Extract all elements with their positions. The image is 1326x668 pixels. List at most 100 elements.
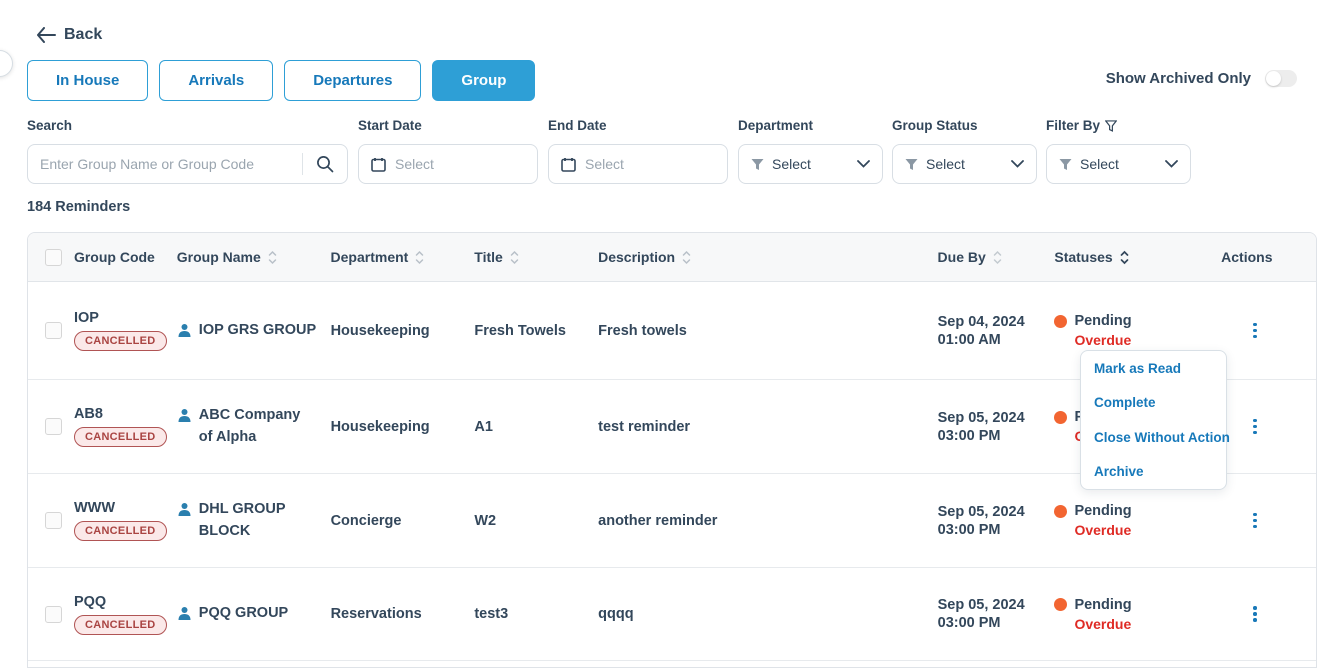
department-value: Select (772, 156, 811, 172)
menu-item-mark-as-read[interactable]: Mark as Read (1081, 351, 1226, 386)
group-name: PQQ GROUP (199, 603, 288, 624)
col-due-by[interactable]: Due By (938, 249, 986, 265)
reminders-count: 184 Reminders (27, 199, 130, 215)
chevron-down-icon (1165, 160, 1178, 168)
col-description[interactable]: Description (598, 249, 675, 265)
department-cell: Housekeeping (331, 419, 475, 435)
start-date-value: Select (395, 156, 434, 172)
status-text: Pending (1074, 313, 1131, 329)
tab-departures[interactable]: Departures (284, 60, 421, 101)
search-field (27, 144, 348, 184)
col-title[interactable]: Title (474, 249, 503, 265)
table-row: PQQ CANCELLED PQQ GROUP Reservations tes… (28, 568, 1316, 661)
department-label: Department (738, 118, 892, 133)
description-cell: qqqq (598, 606, 937, 622)
sort-icon[interactable] (682, 250, 691, 265)
col-actions: Actions (1221, 249, 1272, 265)
filter-by-group: Filter By Select (1046, 118, 1191, 184)
show-archived-toggle[interactable] (1265, 70, 1297, 87)
row-checkbox[interactable] (45, 322, 62, 339)
filter-by-value: Select (1080, 156, 1119, 172)
back-label: Back (64, 26, 102, 44)
menu-item-complete[interactable]: Complete (1081, 386, 1226, 421)
group-code: IOP (74, 310, 99, 326)
row-checkbox[interactable] (45, 512, 62, 529)
end-date-value: Select (585, 156, 624, 172)
tab-arrivals[interactable]: Arrivals (159, 60, 273, 101)
sort-icon[interactable] (993, 250, 1002, 265)
filter-bar: Search Start Date Select End D (27, 118, 1191, 184)
row-actions-kebab-icon[interactable] (1249, 509, 1261, 533)
title-cell: W2 (474, 513, 598, 529)
status-dot (1054, 315, 1067, 328)
reminders-page: Back In House Arrivals Departures Group … (0, 0, 1326, 668)
title-cell: Fresh Towels (474, 323, 598, 339)
row-actions-kebab-icon[interactable] (1249, 415, 1261, 439)
department-select[interactable]: Select (738, 144, 883, 184)
back-arrow-icon (36, 27, 56, 43)
overdue-label: Overdue (1074, 332, 1194, 348)
person-icon (177, 408, 192, 423)
filter-by-select[interactable]: Select (1046, 144, 1191, 184)
due-date: Sep 04, 2024 (938, 314, 1055, 330)
col-group-code: Group Code (74, 249, 155, 265)
start-date-picker[interactable]: Select (358, 144, 538, 184)
department-cell: Housekeeping (331, 323, 475, 339)
group-status-label: Group Status (892, 118, 1046, 133)
group-code: PQQ (74, 594, 106, 610)
show-archived-label: Show Archived Only (1106, 70, 1251, 87)
sort-icon[interactable] (415, 250, 424, 265)
sort-icon-active[interactable] (1120, 250, 1129, 265)
tab-in-house[interactable]: In House (27, 60, 148, 101)
row-actions-kebab-icon[interactable] (1249, 319, 1261, 343)
end-date-label: End Date (548, 118, 738, 133)
group-code: AB8 (74, 406, 103, 422)
row-checkbox[interactable] (45, 606, 62, 623)
end-date-picker[interactable]: Select (548, 144, 728, 184)
calendar-icon (561, 157, 576, 172)
person-icon (177, 502, 192, 517)
due-time: 03:00 PM (938, 428, 1055, 444)
status-text: Pending (1074, 503, 1131, 519)
show-archived-control: Show Archived Only (1106, 70, 1297, 87)
panel-collapse-handle[interactable] (0, 50, 13, 77)
menu-item-close-without-action[interactable]: Close Without Action (1081, 420, 1226, 455)
chevron-down-icon (857, 160, 870, 168)
department-cell: Reservations (331, 606, 475, 622)
status-badge: CANCELLED (74, 615, 167, 635)
toggle-knob (1266, 71, 1281, 86)
overdue-label: Overdue (1074, 616, 1194, 632)
col-department[interactable]: Department (331, 249, 409, 265)
due-date: Sep 05, 2024 (938, 504, 1055, 520)
group-name: DHL GROUP BLOCK (199, 499, 317, 541)
due-time: 03:00 PM (938, 615, 1055, 631)
search-label: Search (27, 118, 358, 133)
person-icon (177, 323, 192, 338)
row-actions-kebab-icon[interactable] (1249, 602, 1261, 626)
row-actions-menu: Mark as Read Complete Close Without Acti… (1080, 350, 1227, 490)
select-all-checkbox[interactable] (45, 249, 62, 266)
sort-icon[interactable] (268, 250, 277, 265)
funnel-icon (751, 158, 764, 171)
status-dot (1054, 598, 1067, 611)
status-badge: CANCELLED (74, 427, 167, 447)
department-cell: Concierge (331, 513, 475, 529)
start-date-group: Start Date Select (358, 118, 548, 184)
funnel-outline-icon (1105, 120, 1117, 132)
due-date: Sep 05, 2024 (938, 410, 1055, 426)
description-cell: test reminder (598, 419, 937, 435)
funnel-icon (1059, 158, 1072, 171)
search-button[interactable] (303, 145, 347, 183)
back-button[interactable]: Back (36, 26, 102, 44)
title-cell: A1 (474, 419, 598, 435)
tab-group[interactable]: Group (432, 60, 535, 101)
start-date-label: Start Date (358, 118, 548, 133)
group-status-select[interactable]: Select (892, 144, 1037, 184)
col-statuses[interactable]: Statuses (1054, 249, 1112, 265)
row-checkbox[interactable] (45, 418, 62, 435)
search-icon (316, 155, 334, 173)
sort-icon[interactable] (510, 250, 519, 265)
search-input[interactable] (28, 156, 302, 172)
col-group-name[interactable]: Group Name (177, 249, 261, 265)
menu-item-archive[interactable]: Archive (1081, 455, 1226, 490)
